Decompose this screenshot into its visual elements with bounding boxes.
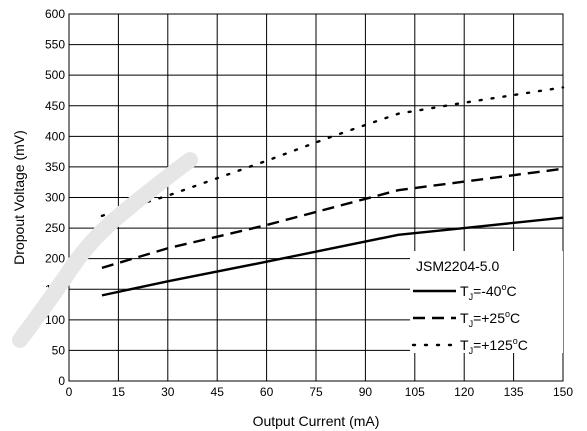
legend-label-subscript: J	[469, 319, 474, 329]
legend-label-var: T	[460, 337, 469, 353]
x-tick-label: 150	[553, 385, 573, 399]
legend-label-unit: C	[507, 283, 517, 299]
y-tick-label: 200	[45, 252, 65, 266]
y-tick-label: 550	[45, 38, 65, 52]
legend-label-1: TJ=+25oC	[460, 309, 520, 329]
legend-label-2: TJ=+125oC	[460, 336, 528, 356]
legend-label-subscript: J	[469, 346, 474, 356]
legend-label-var: T	[460, 283, 469, 299]
legend-background	[410, 251, 563, 353]
legend-label-subscript: J	[469, 292, 474, 302]
x-tick-label: 75	[309, 385, 323, 399]
legend-label-degree: o	[505, 309, 510, 319]
x-tick-label: 60	[260, 385, 274, 399]
legend-label-value: =+25	[473, 310, 505, 326]
legend-label-var: T	[460, 310, 469, 326]
legend-title: JSM2204-5.0	[416, 258, 499, 274]
legend-label-degree: o	[501, 282, 506, 292]
x-tick-labels: 0 15 30 45 60 75 90 105 120 135 150	[66, 385, 574, 399]
x-tick-label: 45	[211, 385, 225, 399]
x-axis-label: Output Current (mA)	[253, 413, 380, 429]
y-tick-label: 0	[58, 374, 65, 388]
x-tick-label: 135	[504, 385, 524, 399]
x-tick-label: 15	[112, 385, 126, 399]
legend-label-0: TJ=-40oC	[460, 282, 517, 302]
legend-label-unit: C	[518, 337, 528, 353]
x-tick-label: 105	[405, 385, 425, 399]
series-line-2	[100, 86, 565, 218]
legend-label-degree: o	[513, 336, 518, 346]
y-tick-label: 250	[45, 221, 65, 235]
legend-label-value: =-40	[473, 283, 502, 299]
x-tick-label: 120	[454, 385, 474, 399]
y-tick-label: 150	[45, 282, 65, 296]
y-tick-label: 600	[45, 7, 65, 21]
y-tick-label: 500	[45, 68, 65, 82]
y-tick-label: 450	[45, 99, 65, 113]
x-tick-label: 0	[66, 385, 73, 399]
y-tick-label: 300	[45, 191, 65, 205]
y-tick-label: 350	[45, 160, 65, 174]
legend-label-value: =+125	[473, 337, 513, 353]
x-tick-label: 90	[359, 385, 373, 399]
y-tick-label: 100	[45, 313, 65, 327]
legend-label-unit: C	[510, 310, 520, 326]
x-tick-label: 30	[161, 385, 175, 399]
y-axis-label: Dropout Voltage (mV)	[11, 130, 27, 265]
y-tick-label: 400	[45, 129, 65, 143]
y-tick-label: 50	[52, 343, 66, 357]
y-tick-labels: 0 50 100 150 200 250 300 350 400 450 500 550 600	[45, 7, 65, 388]
